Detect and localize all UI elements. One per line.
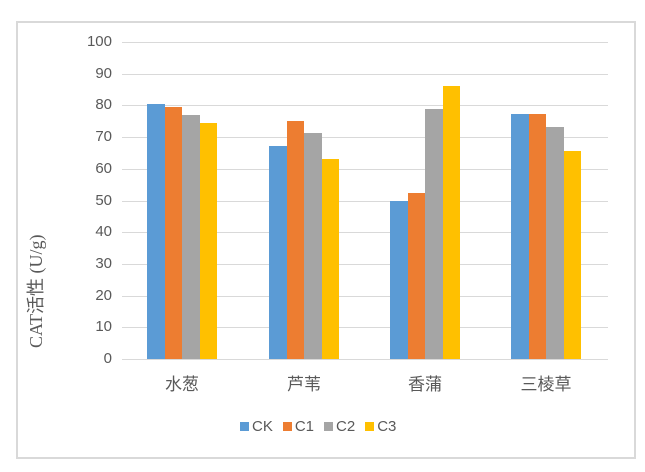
bar-c3-0 bbox=[199, 122, 217, 359]
bar-ck-1 bbox=[269, 145, 287, 359]
bar-c1-0 bbox=[164, 106, 182, 359]
gridline bbox=[122, 168, 608, 170]
y-tick-label: 90 bbox=[95, 64, 112, 82]
bar-c1-1 bbox=[286, 121, 304, 359]
legend-label: C2 bbox=[336, 418, 356, 435]
legend-swatch-icon bbox=[282, 422, 292, 431]
gridline bbox=[122, 137, 608, 139]
gridline bbox=[122, 200, 608, 202]
bar-c3-2 bbox=[442, 86, 460, 359]
legend-swatch-icon bbox=[365, 422, 375, 431]
chart-area bbox=[16, 21, 636, 459]
bar-ck-2 bbox=[390, 200, 408, 359]
bar-ck-0 bbox=[147, 104, 165, 359]
legend-label: C1 bbox=[294, 418, 315, 435]
legend: CK C1 C2 C3 bbox=[240, 418, 396, 435]
bar-c2-0 bbox=[182, 114, 200, 359]
y-tick-label: 40 bbox=[95, 223, 112, 241]
gridline bbox=[122, 295, 608, 297]
gridline bbox=[122, 42, 608, 43]
legend-item-c3: C3 bbox=[365, 418, 396, 435]
gridline bbox=[122, 327, 608, 329]
y-tick-label: 30 bbox=[95, 254, 112, 272]
legend-swatch-icon bbox=[240, 422, 249, 431]
gridline bbox=[122, 232, 608, 234]
y-tick-label: 10 bbox=[95, 318, 112, 336]
bar-c1-3 bbox=[528, 113, 546, 359]
y-tick-label: 60 bbox=[95, 159, 112, 177]
y-tick-label: 0 bbox=[103, 350, 112, 367]
gridline bbox=[122, 73, 608, 75]
bar-c1-2 bbox=[407, 192, 425, 359]
y-tick-label: 100 bbox=[86, 33, 112, 50]
legend-swatch-icon bbox=[324, 422, 334, 431]
gridline bbox=[122, 359, 608, 360]
y-tick-label: 80 bbox=[95, 96, 112, 114]
x-tick-label: 香蒲 bbox=[408, 375, 442, 395]
x-tick-label: 水葱 bbox=[165, 375, 199, 395]
x-tick-label: 三棱草 bbox=[520, 375, 572, 395]
bar-c2-3 bbox=[546, 126, 564, 359]
bar-ck-3 bbox=[511, 113, 529, 359]
bar-c2-2 bbox=[425, 109, 443, 359]
y-axis-label: CAT活性 (U/g) bbox=[26, 234, 46, 349]
y-tick-label: 70 bbox=[95, 128, 112, 146]
plot-area bbox=[122, 42, 608, 360]
y-tick-label: 50 bbox=[95, 191, 112, 209]
bar-c3-3 bbox=[563, 150, 581, 359]
bar-c3-1 bbox=[321, 158, 339, 359]
legend-item-c1: C1 bbox=[282, 418, 315, 435]
x-tick-label: 芦苇 bbox=[287, 375, 321, 395]
gridline bbox=[122, 105, 608, 107]
legend-label: CK bbox=[252, 418, 273, 435]
bar-c2-1 bbox=[304, 132, 322, 359]
legend-label: C3 bbox=[377, 418, 397, 435]
legend-item-c2: C2 bbox=[324, 418, 355, 435]
legend-item-ck: CK bbox=[240, 418, 273, 435]
y-tick-label: 20 bbox=[95, 286, 112, 304]
gridline bbox=[122, 263, 608, 265]
